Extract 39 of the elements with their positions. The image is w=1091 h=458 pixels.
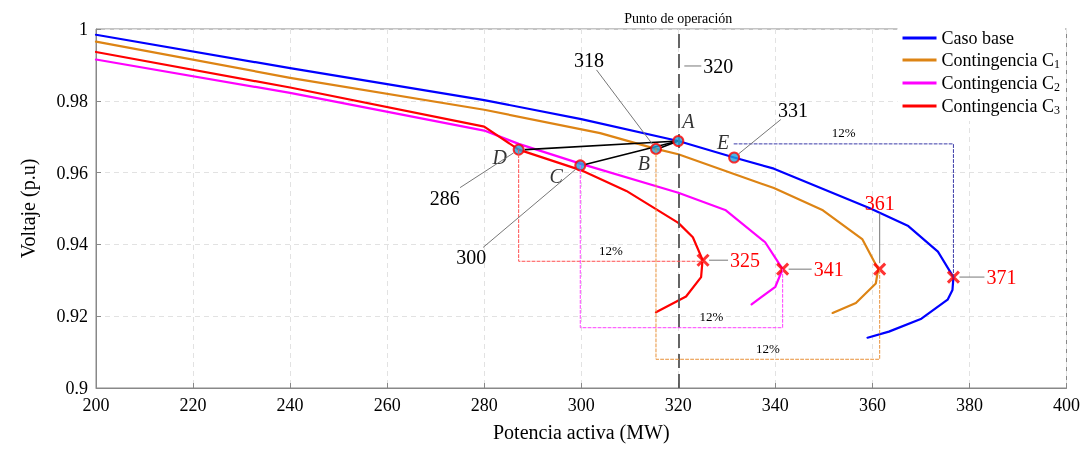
- x-tick-label: 300: [567, 395, 595, 415]
- annotation: 286: [429, 186, 460, 209]
- data-label: D: [491, 145, 508, 168]
- annotation: 318: [573, 48, 604, 71]
- annotation: 325: [730, 249, 761, 272]
- annotation: 300: [456, 246, 487, 269]
- y-tick-label: 0.98: [56, 90, 88, 111]
- annotation: 331: [778, 98, 809, 121]
- y-tick-label: 0.9: [65, 378, 88, 398]
- ref-line-label: Punto de operación: [624, 10, 733, 26]
- annotation: 320: [703, 54, 734, 77]
- x-tick-label: 280: [470, 395, 498, 415]
- annotation: 12%: [755, 340, 780, 356]
- x-tick-label: 380: [955, 395, 983, 415]
- y-tick-label: 0.92: [56, 306, 88, 327]
- x-tick-label: 400: [1053, 395, 1080, 415]
- x-tick-label: 200: [82, 395, 110, 415]
- data-label: A: [680, 110, 696, 133]
- data-label: B: [637, 151, 651, 174]
- y-tick-label: 0.96: [56, 162, 88, 183]
- y-axis-title: Voltaje (p.u): [17, 158, 40, 259]
- x-tick-label: 220: [179, 395, 207, 415]
- x-axis-title: Potencia activa (MW): [492, 421, 670, 444]
- annotation: 12%: [831, 125, 856, 141]
- x-tick-label: 320: [664, 395, 692, 415]
- annotation: 361: [864, 192, 895, 215]
- annotation: 12%: [699, 309, 724, 325]
- annotation: 12%: [598, 242, 623, 258]
- legend-label: Caso base: [941, 28, 1015, 48]
- x-tick-label: 340: [761, 395, 789, 415]
- annotation: 371: [986, 266, 1017, 289]
- y-tick-label: 0.94: [56, 234, 88, 255]
- data-label: E: [715, 130, 730, 153]
- x-tick-label: 260: [373, 395, 401, 415]
- annotation: 341: [813, 258, 844, 281]
- data-label: C: [549, 165, 564, 188]
- x-tick-label: 240: [276, 395, 304, 415]
- y-tick-label: 1: [79, 19, 88, 39]
- x-tick-label: 360: [858, 395, 886, 415]
